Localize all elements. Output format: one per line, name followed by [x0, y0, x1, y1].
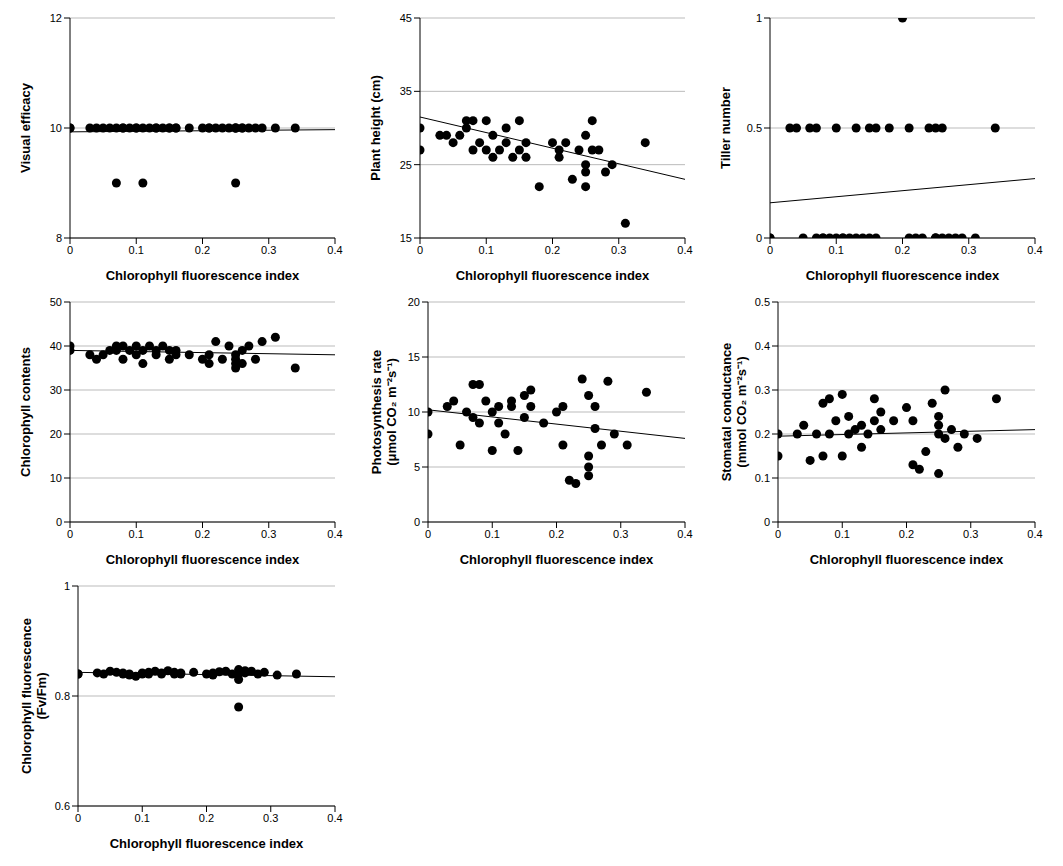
svg-text:20: 20	[50, 428, 62, 440]
svg-text:0.6: 0.6	[55, 800, 70, 812]
svg-text:0.2: 0.2	[545, 244, 560, 256]
svg-text:0: 0	[756, 232, 762, 244]
svg-text:25: 25	[400, 159, 412, 171]
svg-text:0.2: 0.2	[195, 528, 210, 540]
svg-text:0: 0	[56, 516, 62, 528]
svg-text:10: 10	[50, 472, 62, 484]
svg-text:Chlorophyll fluorescence index: Chlorophyll fluorescence index	[810, 552, 1004, 567]
svg-text:0.2: 0.2	[199, 812, 214, 824]
svg-text:0.4: 0.4	[327, 244, 342, 256]
svg-text:0.3: 0.3	[611, 244, 626, 256]
svg-text:5: 5	[414, 461, 420, 473]
svg-text:Visual efficacy: Visual efficacy	[18, 82, 33, 173]
svg-text:30: 30	[50, 384, 62, 396]
svg-text:40: 40	[50, 340, 62, 352]
svg-text:0.2: 0.2	[195, 244, 210, 256]
svg-text:0: 0	[764, 516, 770, 528]
svg-text:0.5: 0.5	[747, 122, 762, 134]
svg-text:0.4: 0.4	[327, 528, 342, 540]
svg-text:0.3: 0.3	[263, 812, 278, 824]
svg-text:50: 50	[50, 296, 62, 308]
svg-text:0.3: 0.3	[261, 528, 276, 540]
svg-text:0.3: 0.3	[261, 244, 276, 256]
svg-text:0.2: 0.2	[899, 528, 914, 540]
svg-text:Plant height (cm): Plant height (cm)	[368, 75, 383, 180]
svg-text:12: 12	[50, 12, 62, 24]
svg-text:0: 0	[67, 244, 73, 256]
svg-text:35: 35	[400, 85, 412, 97]
svg-text:1: 1	[64, 580, 70, 592]
svg-text:0: 0	[75, 812, 81, 824]
svg-text:0: 0	[67, 528, 73, 540]
svg-text:0.5: 0.5	[755, 296, 770, 308]
svg-text:0: 0	[414, 516, 420, 528]
svg-text:20: 20	[408, 296, 420, 308]
svg-text:Chlorophyll fluorescence index: Chlorophyll fluorescence index	[106, 268, 300, 283]
svg-text:0.4: 0.4	[677, 528, 692, 540]
svg-text:0.2: 0.2	[549, 528, 564, 540]
svg-text:Chlorophyll fluorescence index: Chlorophyll fluorescence index	[106, 552, 300, 567]
svg-text:Chlorophyll fluorescence index: Chlorophyll fluorescence index	[806, 268, 1000, 283]
svg-text:0.3: 0.3	[755, 384, 770, 396]
svg-text:0.1: 0.1	[129, 528, 144, 540]
svg-text:Chlorophyll contents: Chlorophyll contents	[18, 347, 33, 477]
svg-text:0.1: 0.1	[129, 244, 144, 256]
svg-text:15: 15	[400, 232, 412, 244]
svg-text:Photosynthesis rate(μmol CO₂ m: Photosynthesis rate(μmol CO₂ m⁻²s⁻¹)	[369, 350, 399, 474]
svg-text:Stomatal conductance(mmol CO₂: Stomatal conductance(mmol CO₂ m⁻²s⁻¹)	[719, 343, 749, 482]
svg-text:Chlorophyll fluorescence index: Chlorophyll fluorescence index	[456, 268, 650, 283]
svg-text:45: 45	[400, 12, 412, 24]
svg-text:0: 0	[425, 528, 431, 540]
svg-text:8: 8	[56, 232, 62, 244]
svg-text:0.2: 0.2	[895, 244, 910, 256]
svg-text:15: 15	[408, 351, 420, 363]
svg-text:0: 0	[767, 244, 773, 256]
svg-text:0.1: 0.1	[135, 812, 150, 824]
svg-text:0.4: 0.4	[1027, 244, 1042, 256]
svg-text:0: 0	[417, 244, 423, 256]
svg-text:0.1: 0.1	[755, 472, 770, 484]
svg-text:0: 0	[775, 528, 781, 540]
svg-text:0.3: 0.3	[963, 528, 978, 540]
svg-text:Chlorophyll fluorescence index: Chlorophyll fluorescence index	[110, 836, 304, 851]
svg-text:1: 1	[756, 12, 762, 24]
svg-text:Chlorophyll fluorescence index: Chlorophyll fluorescence index	[460, 552, 654, 567]
svg-text:Tiller number: Tiller number	[718, 87, 733, 169]
svg-text:0.4: 0.4	[677, 244, 692, 256]
svg-text:0.4: 0.4	[755, 340, 770, 352]
svg-text:0.1: 0.1	[835, 528, 850, 540]
svg-text:0.3: 0.3	[613, 528, 628, 540]
svg-text:0.1: 0.1	[829, 244, 844, 256]
svg-text:10: 10	[408, 406, 420, 418]
svg-text:0.8: 0.8	[55, 690, 70, 702]
svg-text:0.3: 0.3	[961, 244, 976, 256]
svg-text:0.4: 0.4	[1027, 528, 1042, 540]
svg-text:0.4: 0.4	[327, 812, 342, 824]
svg-text:0.1: 0.1	[485, 528, 500, 540]
svg-text:0.1: 0.1	[479, 244, 494, 256]
svg-text:10: 10	[50, 122, 62, 134]
svg-text:0.2: 0.2	[755, 428, 770, 440]
svg-text:Chlorophyll fluorescence(Fv/Fm: Chlorophyll fluorescence(Fv/Fm)	[19, 618, 49, 774]
